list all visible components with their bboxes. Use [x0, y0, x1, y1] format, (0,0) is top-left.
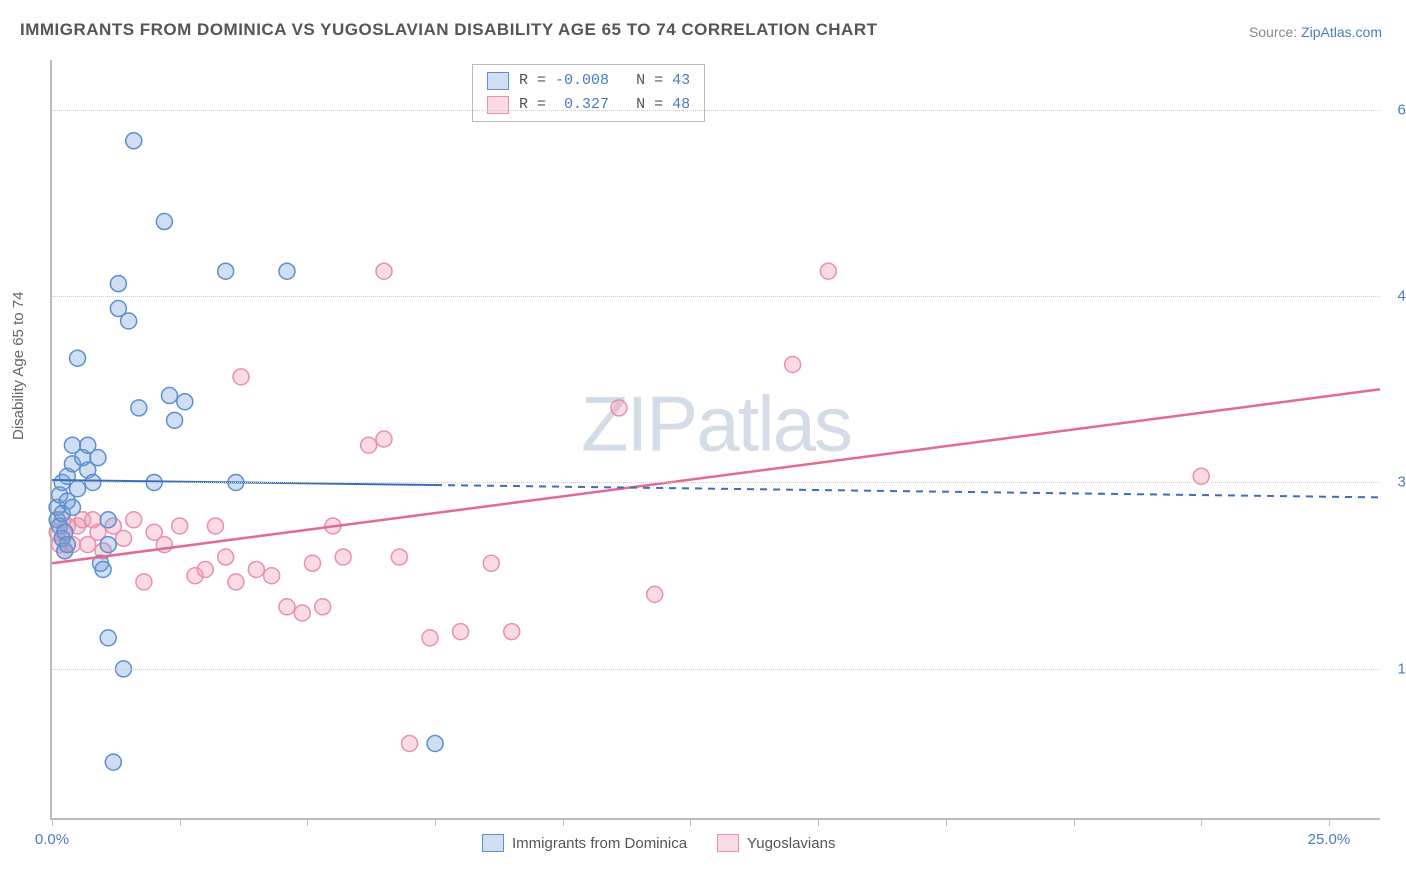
- data-point-pink: [197, 561, 213, 577]
- data-point-pink: [172, 518, 188, 534]
- data-point-blue: [95, 561, 111, 577]
- data-point-pink: [218, 549, 234, 565]
- xtick: [180, 818, 181, 826]
- data-point-pink: [335, 549, 351, 565]
- data-point-blue: [90, 450, 106, 466]
- data-point-pink: [647, 586, 663, 602]
- data-point-pink: [361, 437, 377, 453]
- trendline-pink: [52, 389, 1380, 563]
- data-point-blue: [100, 512, 116, 528]
- bottom-legend: Immigrants from Dominica Yugoslavians: [482, 834, 835, 852]
- data-point-blue: [427, 735, 443, 751]
- data-point-pink: [228, 574, 244, 590]
- source-prefix: Source:: [1249, 24, 1301, 40]
- xtick: [818, 818, 819, 826]
- xtick: [435, 818, 436, 826]
- data-point-pink: [126, 512, 142, 528]
- data-point-blue: [105, 754, 121, 770]
- source-attribution: Source: ZipAtlas.com: [1249, 24, 1382, 40]
- data-point-blue: [100, 537, 116, 553]
- bottom-legend-pink-label: Yugoslavians: [747, 835, 835, 852]
- data-point-pink: [233, 369, 249, 385]
- xtick: [690, 818, 691, 826]
- data-point-pink: [483, 555, 499, 571]
- data-point-blue: [70, 350, 86, 366]
- data-point-pink: [376, 263, 392, 279]
- data-point-pink: [294, 605, 310, 621]
- data-point-pink: [315, 599, 331, 615]
- data-point-pink: [402, 735, 418, 751]
- data-point-pink: [504, 624, 520, 640]
- chart-title: IMMIGRANTS FROM DOMINICA VS YUGOSLAVIAN …: [20, 20, 878, 40]
- ytick-label: 30.0%: [1385, 474, 1406, 491]
- xtick-label: 25.0%: [1308, 831, 1351, 848]
- xtick: [946, 818, 947, 826]
- xtick: [52, 818, 53, 826]
- gridline: [52, 110, 1380, 111]
- data-point-pink: [785, 356, 801, 372]
- xtick: [563, 818, 564, 826]
- swatch-pink-icon: [717, 834, 739, 852]
- gridline: [52, 296, 1380, 297]
- gridline: [52, 669, 1380, 670]
- y-axis-label: Disability Age 65 to 74: [10, 292, 27, 440]
- data-point-blue: [131, 400, 147, 416]
- data-point-pink: [453, 624, 469, 640]
- data-point-pink: [248, 561, 264, 577]
- data-point-blue: [100, 630, 116, 646]
- ytick-label: 60.0%: [1385, 101, 1406, 118]
- bottom-legend-blue-label: Immigrants from Dominica: [512, 835, 687, 852]
- data-point-blue: [59, 537, 75, 553]
- data-point-blue: [110, 276, 126, 292]
- xtick: [1074, 818, 1075, 826]
- plot-area: ZIPatlas R = -0.008 N = 43 R = 0.327 N =…: [50, 60, 1380, 820]
- data-point-blue: [279, 263, 295, 279]
- bottom-legend-pink: Yugoslavians: [717, 834, 835, 852]
- xtick: [1201, 818, 1202, 826]
- data-point-blue: [156, 214, 172, 230]
- gridline: [52, 482, 1380, 483]
- data-point-pink: [279, 599, 295, 615]
- source-link[interactable]: ZipAtlas.com: [1301, 24, 1382, 40]
- ytick-label: 45.0%: [1385, 288, 1406, 305]
- data-point-pink: [207, 518, 223, 534]
- data-point-pink: [376, 431, 392, 447]
- ytick-label: 15.0%: [1385, 660, 1406, 677]
- data-point-blue: [167, 412, 183, 428]
- xtick-label: 0.0%: [35, 831, 69, 848]
- bottom-legend-blue: Immigrants from Dominica: [482, 834, 687, 852]
- chart-svg: [52, 60, 1380, 818]
- data-point-pink: [422, 630, 438, 646]
- data-point-blue: [177, 394, 193, 410]
- data-point-blue: [126, 133, 142, 149]
- data-point-pink: [391, 549, 407, 565]
- xtick: [1329, 818, 1330, 826]
- data-point-blue: [121, 313, 137, 329]
- data-point-pink: [116, 530, 132, 546]
- xtick: [307, 818, 308, 826]
- data-point-blue: [218, 263, 234, 279]
- data-point-blue: [64, 499, 80, 515]
- data-point-pink: [264, 568, 280, 584]
- data-point-pink: [136, 574, 152, 590]
- data-point-blue: [161, 388, 177, 404]
- data-point-pink: [304, 555, 320, 571]
- data-point-pink: [820, 263, 836, 279]
- data-point-pink: [611, 400, 627, 416]
- swatch-blue-icon: [482, 834, 504, 852]
